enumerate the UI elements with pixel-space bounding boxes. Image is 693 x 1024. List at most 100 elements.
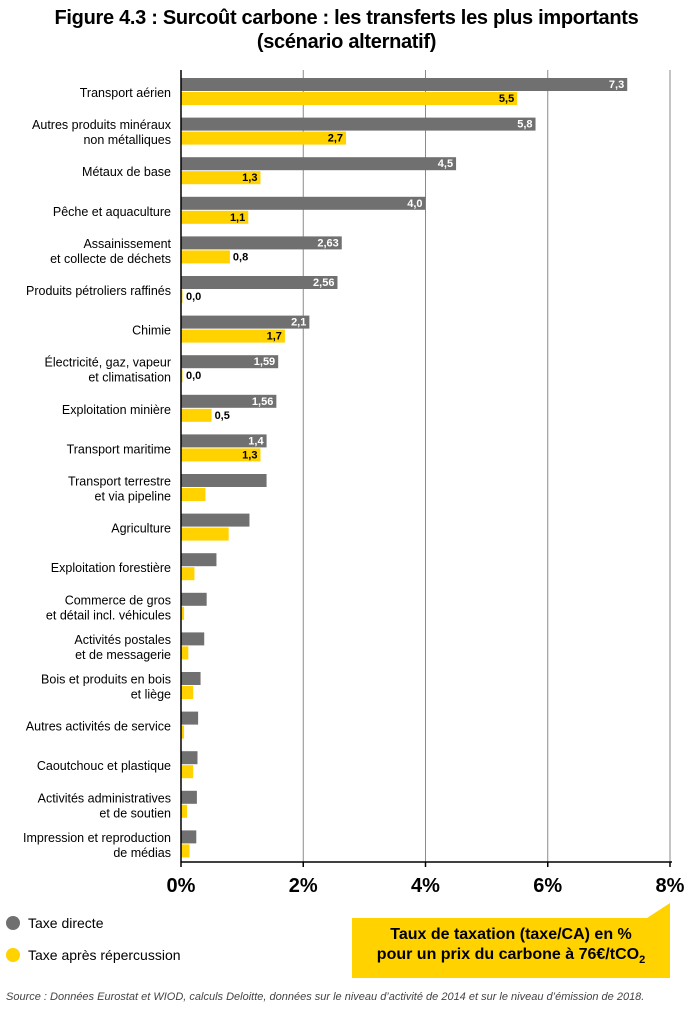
data-label-direct: 5,8 xyxy=(517,119,532,131)
bar-direct xyxy=(181,276,338,289)
category-label: non métalliques xyxy=(83,133,171,147)
category-label: Activités postales xyxy=(74,633,171,647)
category-label: Métaux de base xyxy=(82,165,171,179)
bar-after xyxy=(181,567,195,581)
category-label: Impression et reproduction xyxy=(23,831,171,845)
bar-direct xyxy=(181,78,628,91)
category-label: Caoutchouc et plastique xyxy=(37,759,171,773)
category-label: Chimie xyxy=(132,324,171,338)
bar-direct xyxy=(181,711,199,725)
bar-direct xyxy=(181,553,217,567)
bar-after xyxy=(181,329,285,343)
chart-title-line2: (scénario alternatif) xyxy=(256,31,437,53)
data-label-after: 1,7 xyxy=(267,331,282,343)
legend-item-direct: Taxe directe xyxy=(6,915,103,931)
bar-after xyxy=(181,646,189,660)
category-label: Transport maritime xyxy=(67,442,171,456)
category-label: Exploitation minière xyxy=(62,403,171,417)
note-line2: pour un prix du carbone à 76€/tCO2 xyxy=(352,945,670,970)
category-label: Exploitation forestière xyxy=(51,561,171,575)
bar-direct xyxy=(181,592,207,606)
note-box-tab xyxy=(647,903,670,918)
category-label: Autres activités de service xyxy=(26,720,171,734)
bar-after xyxy=(181,171,261,185)
bar-direct xyxy=(181,632,205,646)
bar-direct xyxy=(181,751,198,765)
data-label-direct: 1,56 xyxy=(252,396,273,408)
x-tick-label: 2% xyxy=(289,875,318,897)
data-label-direct: 1,59 xyxy=(254,356,275,368)
bar-after xyxy=(181,804,188,818)
bar-direct xyxy=(181,513,250,527)
data-label-after: 1,1 xyxy=(230,212,245,224)
bar-after xyxy=(181,488,206,501)
bar-direct xyxy=(181,355,279,369)
category-label: Agriculture xyxy=(111,522,171,536)
x-tick-label: 4% xyxy=(411,875,440,897)
data-label-direct: 2,63 xyxy=(317,237,338,249)
data-label-after: 1,3 xyxy=(242,449,257,461)
bar-chart: 7,3 5,5 Transport aérien 5,8 2,7 Autres produ… xyxy=(23,70,685,897)
category-label: et de soutien xyxy=(99,806,171,820)
data-label-direct: 2,1 xyxy=(291,317,306,329)
bar-direct xyxy=(181,157,457,171)
category-label: Produits pétroliers raffinés xyxy=(26,284,171,298)
category-label: Assainissement xyxy=(83,237,171,251)
category-label: et liège xyxy=(131,688,171,702)
category-label: de médias xyxy=(113,846,171,860)
source-note: Source : Données Eurostat et WIOD, calcu… xyxy=(6,991,645,1003)
x-tick-label: 0% xyxy=(167,875,196,897)
data-label-direct: 2,56 xyxy=(313,277,334,289)
bar-after xyxy=(181,250,230,264)
bar-after xyxy=(181,92,518,105)
bar-direct xyxy=(181,117,536,131)
bar-after xyxy=(181,527,229,541)
bar-after xyxy=(181,725,185,739)
bar-after xyxy=(181,844,190,858)
chart-title-line1: Figure 4.3 : Surcoût carbone : les trans… xyxy=(54,7,639,29)
category-label: Pêche et aquaculture xyxy=(53,205,171,219)
data-label-direct: 4,0 xyxy=(407,198,422,210)
chart-title: Figure 4.3 : Surcoût carbone : les trans… xyxy=(0,6,693,54)
category-label: Électricité, gaz, vapeur xyxy=(45,355,171,370)
x-tick-label: 6% xyxy=(533,875,562,897)
data-label-after: 0,0 xyxy=(186,291,201,303)
legend-label-direct: Taxe directe xyxy=(28,915,104,931)
bar-direct xyxy=(181,236,342,250)
category-label: et climatisation xyxy=(88,371,171,385)
category-label: Autres produits minéraux xyxy=(32,118,172,132)
data-label-after: 5,5 xyxy=(499,93,514,105)
data-label-after: 1,3 xyxy=(242,172,257,184)
bar-direct xyxy=(181,394,277,408)
legend-swatch-after xyxy=(6,948,20,962)
category-label: Commerce de gros xyxy=(65,593,171,607)
bar-after xyxy=(181,765,194,779)
data-label-direct: 1,4 xyxy=(248,435,264,447)
legend-item-after: Taxe après répercussion xyxy=(6,947,181,963)
data-label-direct: 4,5 xyxy=(438,158,453,170)
category-label: et collecte de déchets xyxy=(50,252,171,266)
category-label: Transport terrestre xyxy=(68,475,171,489)
legend-label-after: Taxe après répercussion xyxy=(28,947,181,963)
bar-after xyxy=(181,686,194,699)
x-tick-label: 8% xyxy=(656,875,685,897)
bar-after xyxy=(181,448,261,462)
data-label-direct: 7,3 xyxy=(609,79,624,91)
legend-swatch-direct xyxy=(6,916,20,930)
data-label-after: 0,5 xyxy=(215,410,230,422)
bar-after xyxy=(181,408,212,422)
data-label-after: 2,7 xyxy=(328,133,343,145)
bar-direct xyxy=(181,315,310,329)
bar-after xyxy=(181,131,347,145)
bar-direct xyxy=(181,672,201,685)
bar-direct xyxy=(181,474,267,487)
category-label: Bois et produits en bois xyxy=(41,673,171,687)
bar-after xyxy=(181,606,185,620)
bar-direct xyxy=(181,790,197,804)
note-line2-subscript: 2 xyxy=(639,954,646,967)
note-line1: Taux de taxation (taxe/CA) en % xyxy=(390,926,632,944)
bar-direct xyxy=(181,434,267,448)
category-label: Activités administratives xyxy=(38,791,171,805)
data-label-after: 0,0 xyxy=(186,370,201,382)
category-label: et de messagerie xyxy=(75,648,171,662)
